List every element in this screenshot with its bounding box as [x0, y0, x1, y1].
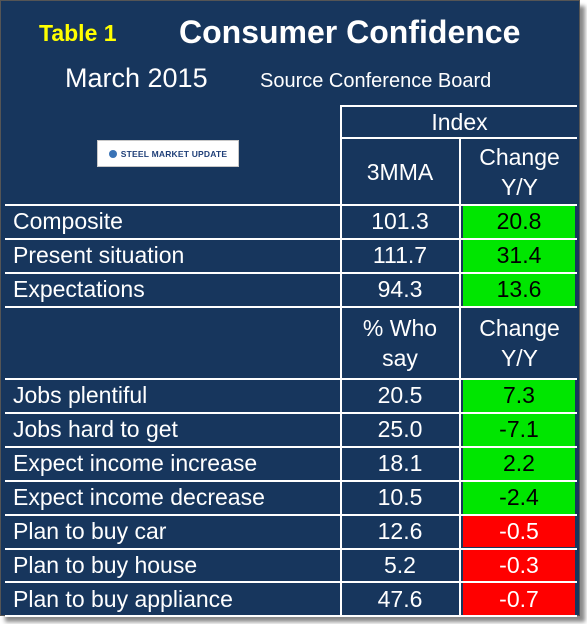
grid-line — [5, 445, 577, 448]
col-3mma-header: 3MMA — [366, 158, 434, 185]
source-note: Source Conference Board — [260, 70, 492, 92]
table-frame: Table 1 Consumer Confidence March 2015 S… — [0, 0, 580, 618]
row-label: Plan to buy house — [13, 551, 198, 578]
row-value: 25.0 — [377, 416, 423, 443]
grid-line — [5, 378, 577, 380]
grid-line — [5, 237, 577, 240]
row-change: 13.6 — [463, 273, 575, 306]
row-change: -0.3 — [463, 549, 575, 582]
row-value: 111.7 — [372, 242, 428, 269]
row-value: 20.5 — [377, 382, 423, 409]
logo-text: STEEL MARKET UPDATE — [120, 148, 228, 159]
row-label: Expect income increase — [13, 450, 258, 477]
row-label: Expect income decrease — [13, 484, 265, 511]
grid-line — [341, 105, 577, 107]
logo-mark-icon — [108, 149, 117, 158]
row-value: 94.3 — [377, 276, 423, 303]
row-change: -7.1 — [463, 413, 575, 446]
report-date: March 2015 — [65, 63, 208, 93]
grid-line — [5, 513, 577, 516]
row-change: -0.7 — [463, 583, 575, 616]
grid-line — [5, 411, 577, 414]
steel-market-update-logo: STEEL MARKET UPDATE — [97, 140, 239, 167]
row-value: 12.6 — [377, 518, 423, 545]
page-title: Consumer Confidence — [179, 14, 521, 50]
row-change: 20.8 — [463, 206, 575, 238]
row-label: Plan to buy car — [13, 518, 167, 545]
row-change: 31.4 — [463, 239, 575, 272]
row-change: 7.3 — [463, 380, 575, 412]
row-value: 18.1 — [377, 450, 423, 477]
index-header: Index — [431, 109, 488, 135]
row-change: 2.2 — [463, 447, 575, 480]
grid-line — [5, 615, 577, 618]
grid-line — [5, 547, 577, 550]
row-label: Plan to buy appliance — [13, 585, 233, 612]
row-change: -2.4 — [463, 481, 575, 514]
grid-line — [5, 204, 577, 206]
grid-line — [340, 105, 342, 616]
row-value: 10.5 — [377, 484, 423, 511]
row-label: Jobs hard to get — [13, 416, 178, 443]
grid-line — [5, 305, 577, 308]
grid-line — [5, 271, 577, 274]
row-label: Composite — [13, 208, 123, 235]
row-change: -0.5 — [463, 515, 575, 548]
col-change-header-2: Change Y/Y — [479, 315, 560, 371]
row-value: 47.6 — [377, 585, 423, 612]
grid-line — [5, 479, 577, 482]
row-label: Expectations — [13, 276, 145, 303]
row-label: Present situation — [13, 242, 185, 269]
table-number: Table 1 — [39, 20, 117, 46]
row-value: 5.2 — [384, 551, 416, 578]
row-value: 101.3 — [371, 208, 429, 235]
row-label: Jobs plentiful — [13, 382, 148, 409]
col-pct-header: % Who say — [362, 315, 438, 371]
grid-line — [5, 581, 577, 584]
grid-line — [459, 137, 461, 616]
col-change-header: Change Y/Y — [479, 143, 560, 200]
